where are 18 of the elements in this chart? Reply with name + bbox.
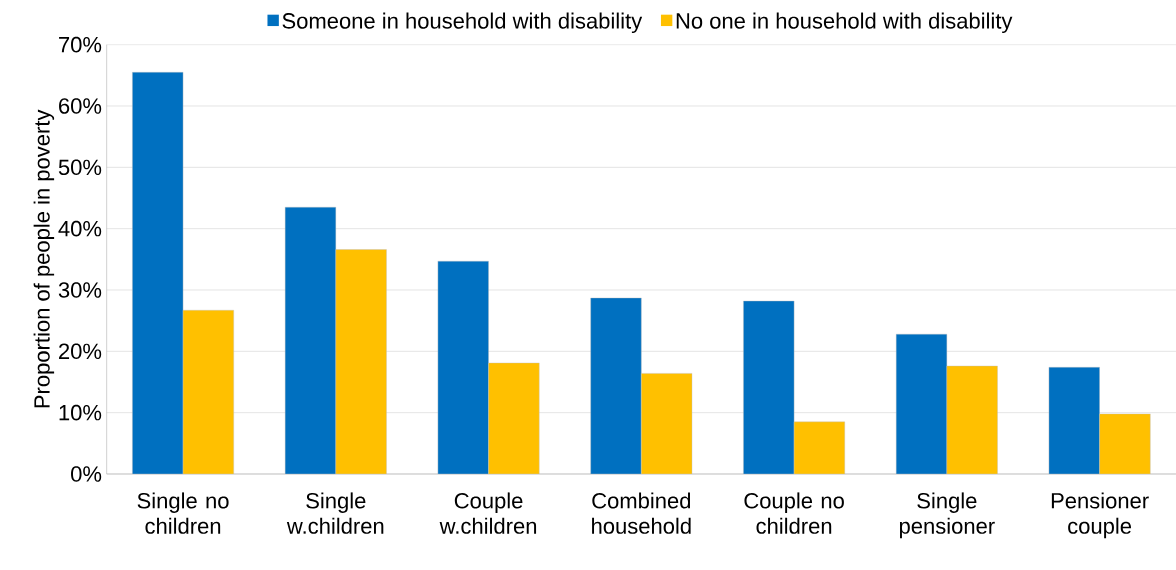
y-tick-label: 30% [58,282,102,298]
x-tick-label: Couple w.children [439,492,537,534]
legend-label: No one in household with disability [676,12,1013,34]
y-tick-label: 50% [58,159,102,176]
x-tick-label: Single pensioner [899,492,995,539]
y-axis-title: Proportion of people in poverty [33,109,55,408]
y-tick-label: 70% [59,36,102,53]
y-tick-label: 10% [59,404,102,421]
y-tick-label: 20% [59,343,102,360]
x-tick-label: Single no children [137,492,229,534]
legend-label: Someone in household with disability [282,12,643,34]
x-tick-label: Combined household [592,492,691,534]
x-tick-label: Couple no children [744,492,844,534]
y-tick-label: 40% [58,220,102,237]
x-tick-label: Pensioner couple [1051,492,1149,539]
y-tick-label: 60% [59,98,102,114]
x-tick-label: Single w.children [286,492,384,534]
y-tick-label: 0% [71,466,102,482]
